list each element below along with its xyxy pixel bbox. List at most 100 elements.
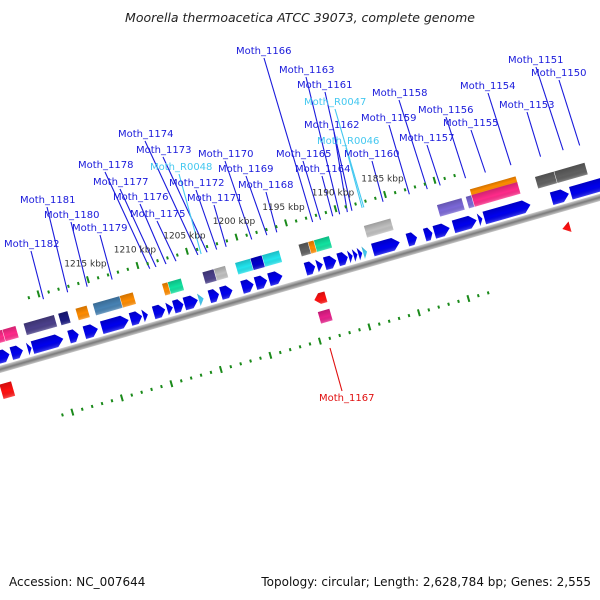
gene-label[interactable]: Moth_1173 <box>136 145 191 156</box>
minor-tick <box>324 210 328 215</box>
ruler-label: 1215 kbp <box>64 260 107 270</box>
gene-label[interactable]: Moth_1180 <box>44 210 99 221</box>
major-tick <box>284 219 288 227</box>
major-tick <box>119 394 124 402</box>
feature-shading <box>162 282 171 296</box>
gene-label[interactable]: Moth_1171 <box>187 193 242 204</box>
minor-tick <box>57 287 60 291</box>
minor-tick <box>397 316 401 321</box>
leader-line <box>334 108 370 226</box>
gene-shading <box>432 223 450 239</box>
gene-label[interactable]: Moth_1160 <box>344 149 399 160</box>
minor-tick <box>150 387 153 392</box>
gene-label[interactable]: Moth_1169 <box>218 164 273 175</box>
minor-tick <box>100 401 104 406</box>
major-tick <box>268 351 273 359</box>
minor-tick <box>195 247 199 252</box>
gene-label[interactable]: Moth_1161 <box>297 80 352 91</box>
leader-line <box>162 156 214 266</box>
gene-label[interactable]: Moth_1179 <box>72 223 127 234</box>
gene-label[interactable]: Moth_1162 <box>304 120 359 131</box>
minor-tick <box>96 276 100 280</box>
major-tick <box>169 380 174 388</box>
minor-tick <box>308 342 312 346</box>
gene-label[interactable]: Moth_1165 <box>276 149 331 160</box>
minor-tick <box>403 188 407 192</box>
gene-label[interactable]: Moth_R0048 <box>150 162 212 173</box>
minor-tick <box>110 399 114 403</box>
gene-shading <box>0 381 16 400</box>
gene-label[interactable]: Moth_1159 <box>361 113 416 124</box>
minor-tick <box>413 185 417 189</box>
major-tick <box>432 176 437 184</box>
gene-label[interactable]: Moth_1158 <box>372 88 427 99</box>
major-tick <box>234 233 239 241</box>
feature-shading <box>23 314 58 336</box>
gene-shading <box>346 250 353 264</box>
gene-label[interactable]: Moth_1163 <box>279 65 334 76</box>
minor-tick <box>427 308 431 312</box>
gene-label[interactable]: Moth_R0046 <box>317 136 379 147</box>
minor-tick <box>215 242 219 246</box>
gene-label[interactable]: Moth_1178 <box>78 160 133 171</box>
leader-line <box>558 79 584 157</box>
gene-label[interactable]: Moth_R0047 <box>304 97 366 108</box>
gene-label[interactable]: Moth_1182 <box>4 239 59 250</box>
gene-label[interactable]: Moth_1168 <box>238 180 293 191</box>
gene-shading <box>82 324 98 339</box>
gene-label[interactable]: Moth_1154 <box>460 81 515 92</box>
gene-label[interactable]: Moth_1175 <box>130 209 185 220</box>
gene-shading <box>99 315 129 334</box>
gene-label[interactable]: Moth_1156 <box>418 105 473 116</box>
minor-tick <box>47 290 51 294</box>
gene-label[interactable]: Moth_1174 <box>118 129 173 140</box>
feature-shading <box>436 198 465 217</box>
feature-shading <box>469 176 518 197</box>
gene-shading <box>253 275 268 290</box>
accession-text: Accession: NC_007644 <box>9 575 146 589</box>
gene-label[interactable]: Moth_1166 <box>236 46 291 57</box>
gene-shading <box>0 349 10 364</box>
feature-shading <box>119 292 136 308</box>
minor-tick <box>199 373 203 377</box>
gene-shading <box>267 271 283 287</box>
leader-line <box>535 66 568 163</box>
leader-line <box>263 57 319 241</box>
gene-label[interactable]: Moth_1153 <box>499 100 554 111</box>
backbone <box>0 178 600 379</box>
gene-label[interactable]: Moth_1155 <box>443 118 498 129</box>
major-tick <box>218 365 223 374</box>
leader-line <box>46 206 71 303</box>
gene-label[interactable]: Moth_1167 <box>319 393 374 404</box>
minor-tick <box>344 205 348 209</box>
gene-shading <box>405 232 418 247</box>
leader-line <box>178 173 206 269</box>
feature-shading <box>213 265 229 281</box>
gene-shading <box>562 221 572 233</box>
minor-tick <box>447 302 450 306</box>
gene-label[interactable]: Moth_1157 <box>399 133 454 144</box>
ruler-ticks-upper <box>27 173 456 300</box>
feature-shading <box>75 305 90 321</box>
minor-tick <box>140 390 144 394</box>
gene-label[interactable]: Moth_1177 <box>93 177 148 188</box>
minor-tick <box>358 328 361 332</box>
gene-label[interactable]: Moth_1181 <box>20 195 75 206</box>
gene-label[interactable]: Moth_1176 <box>113 192 168 203</box>
gene-shading <box>422 227 433 242</box>
gene-label[interactable]: Moth_1170 <box>198 149 253 160</box>
minor-tick <box>249 359 252 363</box>
minor-tick <box>27 295 31 300</box>
feature-shading <box>250 255 265 271</box>
gene-label[interactable]: Moth_1150 <box>531 68 586 79</box>
minor-tick <box>314 213 318 218</box>
gene-label[interactable]: Moth_1164 <box>295 164 350 175</box>
minor-tick <box>407 313 411 318</box>
feature-shading <box>2 325 19 342</box>
feature-shading <box>167 278 185 294</box>
minor-tick <box>179 379 183 383</box>
minor-tick <box>274 224 278 229</box>
gene-label[interactable]: Moth_1151 <box>508 55 563 66</box>
minor-tick <box>304 216 308 220</box>
gene-label[interactable]: Moth_1172 <box>169 178 224 189</box>
